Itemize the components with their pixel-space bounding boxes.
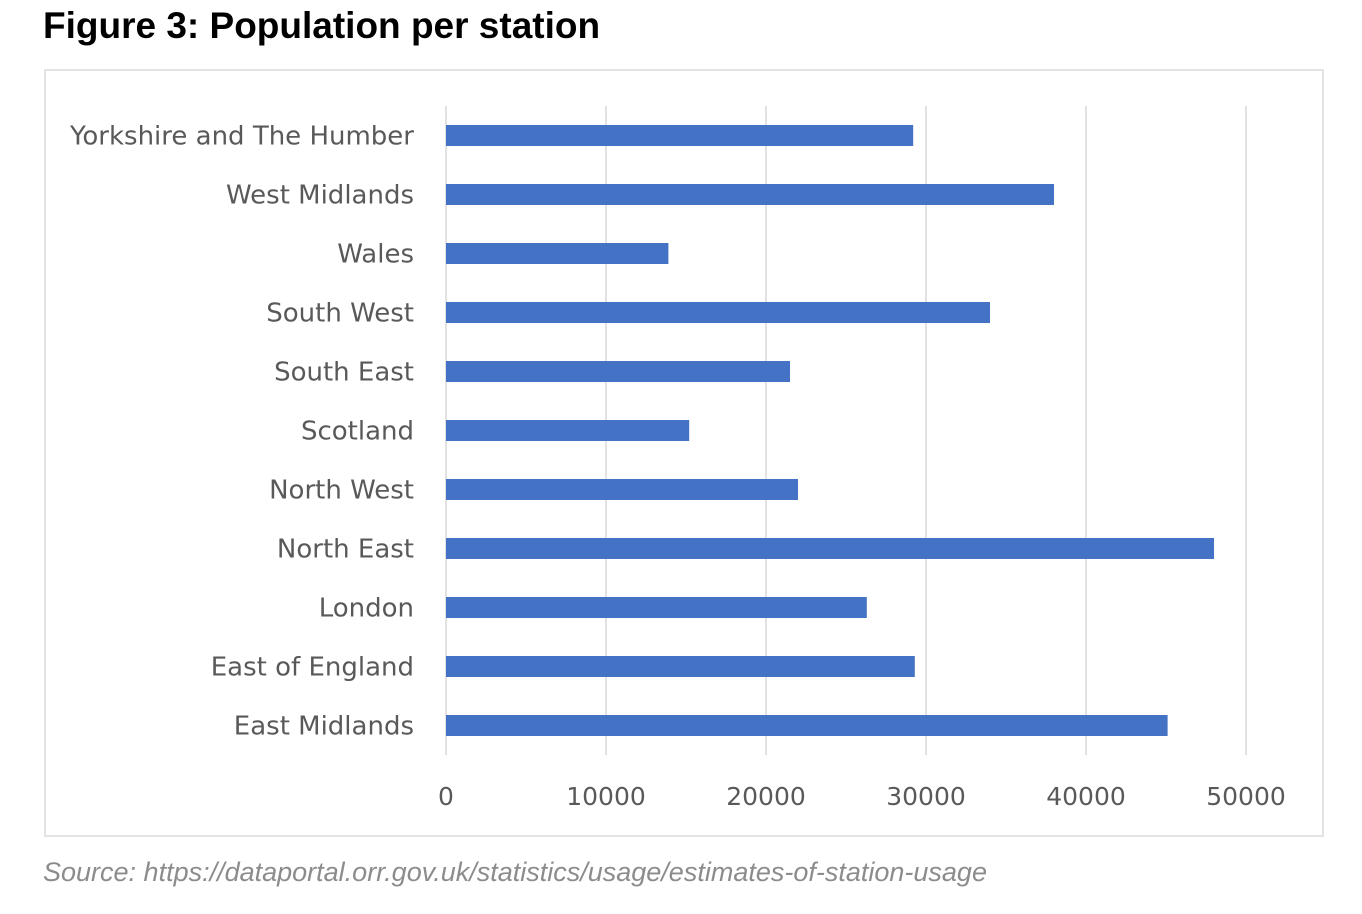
bar — [446, 656, 915, 677]
x-tick-label: 10000 — [566, 782, 646, 811]
category-label: Scotland — [301, 417, 414, 447]
x-tick-label: 50000 — [1206, 782, 1286, 811]
bar — [446, 361, 790, 382]
bars — [446, 125, 1214, 736]
bar — [446, 597, 867, 618]
category-label: East Midlands — [234, 712, 414, 742]
source-note: Source: https://dataportal.orr.gov.uk/st… — [43, 857, 987, 887]
bar — [446, 184, 1054, 205]
x-tick-label: 0 — [438, 782, 454, 811]
bar — [446, 715, 1168, 736]
x-tick-label: 40000 — [1046, 782, 1126, 811]
bar — [446, 538, 1214, 559]
category-label: Wales — [337, 240, 414, 270]
bar — [446, 479, 798, 500]
bar — [446, 302, 990, 323]
category-label: Yorkshire and The Humber — [69, 122, 414, 152]
category-label: South West — [266, 299, 414, 329]
category-label: London — [319, 594, 414, 624]
bar — [446, 420, 690, 441]
category-label: North West — [269, 476, 414, 506]
bar — [446, 243, 669, 264]
category-label: East of England — [211, 653, 414, 683]
x-tick-label: 30000 — [886, 782, 966, 811]
category-labels: Yorkshire and The Humber West Midlands Wal… — [69, 122, 414, 742]
category-label: North East — [277, 535, 414, 565]
bar — [446, 125, 914, 146]
category-label: South East — [274, 358, 414, 388]
x-tick-label: 20000 — [726, 782, 806, 811]
figure-title: Figure 3: Population per station — [43, 5, 601, 46]
category-label: West Midlands — [226, 181, 414, 211]
x-tick-labels: 0 10000 20000 30000 40000 50000 — [438, 782, 1286, 811]
